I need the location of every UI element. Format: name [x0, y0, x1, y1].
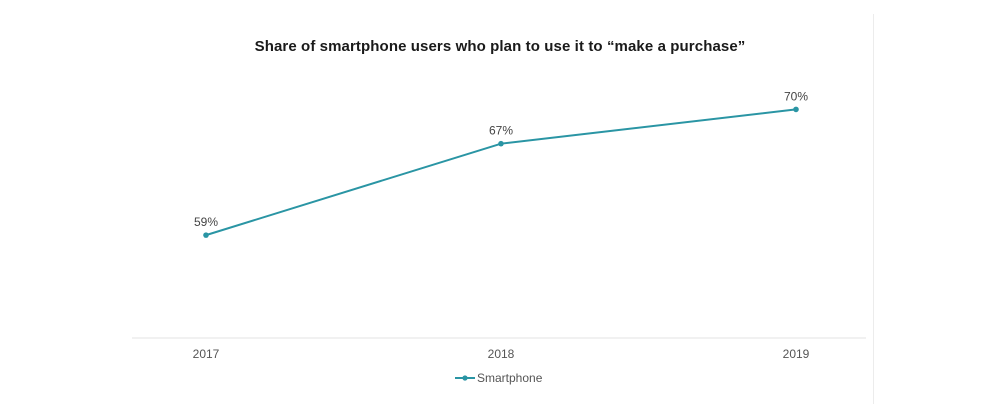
chart-title: Share of smartphone users who plan to us… [254, 38, 746, 55]
data-point-2017 [203, 232, 209, 238]
x-tick-label-2017: 2017 [193, 347, 220, 361]
data-point-2019 [793, 106, 799, 113]
x-tick-label-2018: 2018 [488, 347, 515, 361]
x-tick-label-2019: 2019 [783, 347, 810, 361]
legend-label-smartphone: Smartphone [477, 371, 543, 385]
legend-marker-smartphone [462, 375, 468, 381]
data-label-2018: 67% [489, 124, 513, 138]
data-point-2018 [498, 140, 504, 147]
data-label-2017: 59% [194, 215, 218, 229]
data-label-2019: 70% [784, 89, 808, 103]
panel-divider [873, 14, 874, 404]
